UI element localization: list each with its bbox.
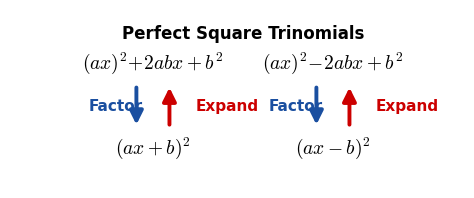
Text: $(ax)^{2}\!+\!2abx+b^{2}$: $(ax)^{2}\!+\!2abx+b^{2}$ (82, 51, 224, 76)
Text: $(ax-b)^{2}$: $(ax-b)^{2}$ (295, 136, 371, 161)
Text: $(ax)^{2}\!-\!2abx+b^{2}$: $(ax)^{2}\!-\!2abx+b^{2}$ (262, 51, 404, 76)
Text: Factor: Factor (269, 99, 323, 114)
Text: Expand: Expand (195, 99, 258, 114)
Text: Factor: Factor (89, 99, 143, 114)
Text: $(ax+b)^{2}$: $(ax+b)^{2}$ (115, 136, 191, 161)
Text: Perfect Square Trinomials: Perfect Square Trinomials (122, 25, 364, 43)
Text: Expand: Expand (375, 99, 438, 114)
